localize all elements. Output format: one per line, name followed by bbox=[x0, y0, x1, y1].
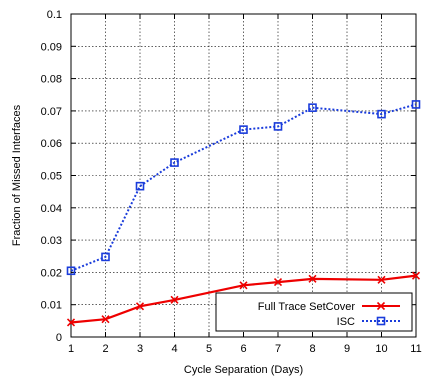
y-tick-label: 0.08 bbox=[41, 74, 62, 86]
y-tick-label: 0 bbox=[56, 332, 62, 344]
data-point bbox=[66, 318, 76, 327]
legend-label-full-trace-setcover: Full Trace SetCover bbox=[258, 301, 356, 313]
y-tick-label: 0.02 bbox=[41, 267, 62, 279]
x-tick-label: 10 bbox=[375, 343, 387, 355]
y-tick-label: 0.05 bbox=[41, 171, 62, 183]
x-tick-label: 6 bbox=[240, 343, 246, 355]
data-point bbox=[170, 158, 179, 167]
legend-swatch-marker bbox=[376, 316, 386, 326]
data-point bbox=[239, 281, 248, 290]
data-point bbox=[170, 295, 179, 304]
y-tick-label: 0.07 bbox=[41, 106, 62, 118]
y-tick-label: 0.01 bbox=[41, 300, 62, 312]
legend-swatch-marker bbox=[376, 301, 386, 311]
data-point bbox=[273, 278, 283, 287]
data-point bbox=[308, 103, 317, 112]
grid-lines bbox=[71, 14, 416, 337]
y-tick-label: 0.03 bbox=[41, 235, 62, 247]
x-tick-label: 2 bbox=[102, 343, 108, 355]
x-tick-label: 3 bbox=[137, 343, 143, 355]
data-point bbox=[239, 125, 248, 134]
x-tick-label: 11 bbox=[410, 343, 421, 355]
tick-labels: 1 2 3 4 5 6 7 8 9 10 11 0 0.01 0.02 0.03 0.04 0.05 0.06 0.… bbox=[41, 9, 422, 355]
x-tick-label: 8 bbox=[309, 343, 315, 355]
x-tick-label: 1 bbox=[68, 343, 74, 355]
data-point bbox=[377, 109, 386, 119]
data-point bbox=[411, 271, 421, 280]
x-axis-label: Cycle Separation (Days) bbox=[184, 364, 303, 376]
data-point bbox=[101, 315, 110, 324]
y-tick-label: 0.06 bbox=[41, 138, 62, 150]
y-axis-label: Fraction of Missed Interfaces bbox=[11, 104, 23, 246]
x-tick-label: 4 bbox=[171, 343, 177, 355]
data-point bbox=[101, 252, 110, 262]
y-tick-label: 0.1 bbox=[47, 9, 62, 21]
data-point bbox=[273, 122, 283, 131]
legend: Full Trace SetCover ISC bbox=[215, 292, 413, 332]
y-tick-label: 0.09 bbox=[41, 41, 62, 53]
data-point bbox=[66, 266, 76, 276]
legend-label-isc: ISC bbox=[337, 316, 355, 328]
data-point bbox=[135, 302, 145, 311]
x-tick-label: 9 bbox=[344, 343, 350, 355]
data-point bbox=[411, 100, 421, 109]
data-point bbox=[377, 275, 386, 284]
data-point bbox=[308, 274, 317, 283]
series-lines bbox=[66, 100, 421, 327]
x-tick-label: 7 bbox=[275, 343, 281, 355]
legend-swatches bbox=[362, 301, 400, 326]
data-point bbox=[135, 181, 145, 191]
x-tick-label: 5 bbox=[206, 343, 212, 355]
y-tick-label: 0.04 bbox=[41, 203, 62, 215]
axes bbox=[70, 13, 417, 338]
